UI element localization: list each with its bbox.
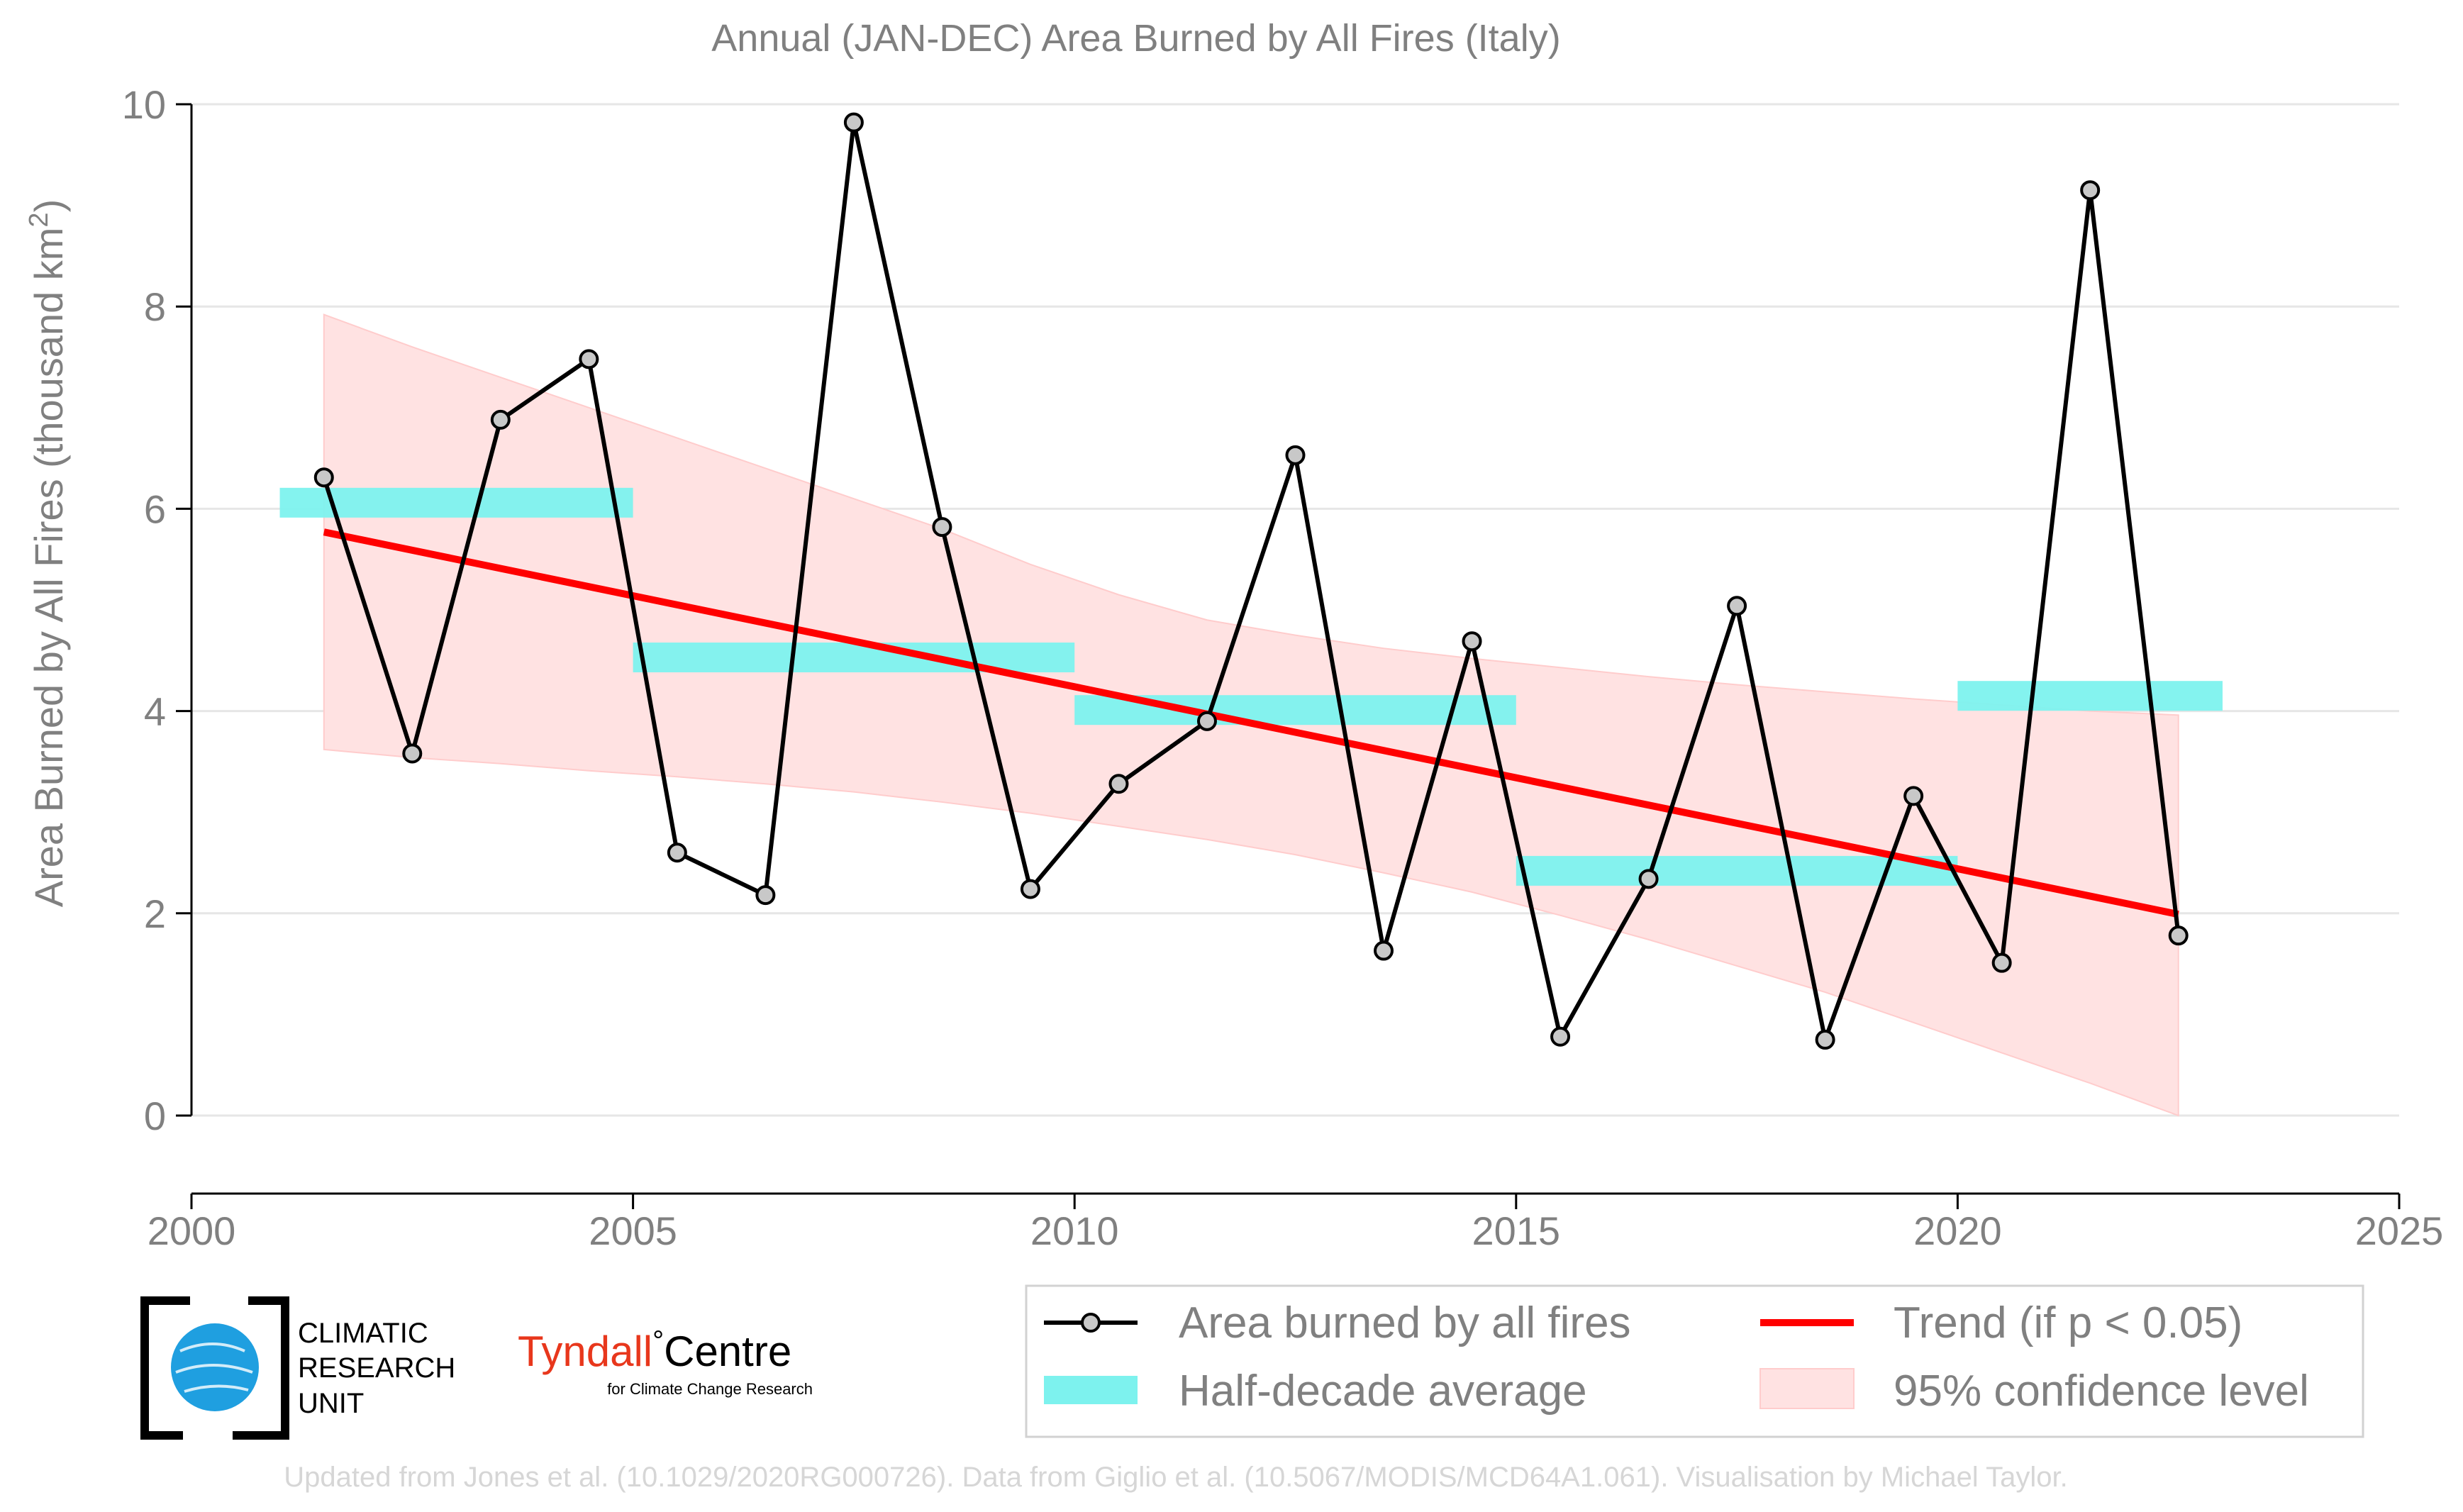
cru-logo-bracket-left [140, 1296, 190, 1440]
legend-confidence-swatch [1759, 1368, 1855, 1409]
annual-series-layer [313, 112, 2189, 1050]
x-tick-label: 2000 [148, 1208, 236, 1253]
data-point [667, 843, 687, 863]
data-point [579, 349, 599, 369]
y-tick-label: 2 [144, 891, 166, 936]
data-point [313, 467, 334, 488]
data-point [1374, 940, 1394, 961]
y-tick-label: 0 [144, 1094, 166, 1138]
data-point [843, 112, 864, 133]
x-tick-label: 2015 [1472, 1208, 1561, 1253]
x-tick-label: 2025 [2355, 1208, 2444, 1253]
y-tick-label: 10 [122, 82, 166, 127]
globe-icon [171, 1323, 259, 1411]
legend-label-half-decade: Half-decade average [1179, 1367, 1587, 1416]
x-tick-label: 2005 [589, 1208, 677, 1253]
legend-label-trend: Trend (if p < 0.05) [1894, 1299, 2242, 1347]
data-point [755, 885, 776, 906]
data-point [1903, 786, 1924, 806]
data-point [1285, 445, 1306, 465]
legend: Area burned by all fires Trend (if p < 0… [1025, 1284, 2364, 1438]
legend-marker-swatch [1081, 1313, 1101, 1333]
y-tick-label: 8 [144, 284, 166, 329]
tyndall-logo: Tyndall°Centre for Climate Change Resear… [518, 1325, 813, 1398]
data-point [1020, 879, 1040, 899]
data-point [1196, 711, 1217, 731]
data-point [1815, 1030, 1835, 1050]
data-point [1727, 596, 1747, 616]
half-decade-layer [279, 487, 2223, 886]
y-axis: 0 2 4 6 8 10 [122, 82, 193, 1138]
x-axis: 2000 2005 2010 2015 2020 2025 [148, 1192, 2444, 1253]
data-point [1108, 774, 1129, 794]
footer-credits: Updated from Jones et al. (10.1029/2020R… [284, 1462, 2067, 1493]
data-point [1991, 952, 2012, 973]
cru-logo-line-2: RESEARCH [298, 1352, 455, 1384]
globe-lines-icon [175, 1343, 253, 1393]
half-decade-bar [633, 643, 1075, 673]
data-point [490, 409, 511, 430]
cru-logo-line-3: UNIT [298, 1388, 364, 1419]
legend-half-decade-swatch [1044, 1376, 1138, 1404]
data-point [932, 517, 952, 538]
data-point [2168, 925, 2189, 946]
tyndall-logo-subtitle: for Climate Change Research [607, 1380, 813, 1398]
y-axis-label: Area Burned by All Fires (thousand km2) [24, 199, 71, 907]
y-tick-label: 6 [144, 487, 166, 531]
y-tick-label: 4 [144, 689, 166, 734]
x-tick-label: 2010 [1030, 1208, 1119, 1253]
legend-label-annual: Area burned by all fires [1179, 1299, 1631, 1347]
data-point [1550, 1026, 1571, 1047]
legend-frame [1025, 1284, 2364, 1438]
x-tick-label: 2020 [1913, 1208, 2002, 1253]
cru-logo-bracket-right [233, 1296, 289, 1440]
data-point [1638, 869, 1659, 889]
tyndall-logo-main: Tyndall°Centre [518, 1325, 791, 1375]
cru-logo: CLIMATIC RESEARCH UNIT [140, 1296, 455, 1440]
half-decade-bar [279, 487, 633, 518]
data-point [1462, 631, 1482, 652]
annual-series-line [321, 120, 2181, 1043]
data-point [402, 743, 423, 764]
data-point [2080, 180, 2101, 201]
legend-label-confidence: 95% confidence level [1894, 1367, 2309, 1416]
chart-title: Annual (JAN-DEC) Area Burned by All Fire… [711, 17, 1560, 60]
half-decade-bar [1957, 681, 2223, 711]
cru-logo-line-1: CLIMATIC [298, 1318, 428, 1349]
